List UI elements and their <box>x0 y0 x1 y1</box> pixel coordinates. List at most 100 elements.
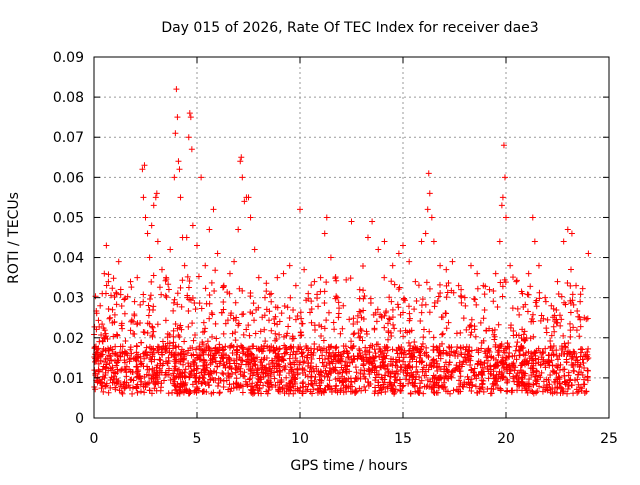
data-point <box>548 332 555 339</box>
data-point <box>232 299 239 306</box>
data-point <box>181 338 188 345</box>
data-point <box>442 310 449 317</box>
data-point <box>299 353 306 360</box>
data-point <box>468 381 475 388</box>
data-point <box>294 385 301 392</box>
data-point <box>463 326 470 333</box>
data-point <box>450 289 457 296</box>
axis-tick-labels: 0 5 10 15 20 25 0 0.01 0.02 0.03 0.04 0.05 0.06 0.07 0… <box>53 50 618 447</box>
data-point <box>356 349 363 356</box>
data-point <box>148 358 155 365</box>
data-point <box>423 352 430 359</box>
data-point <box>360 307 367 314</box>
data-point <box>258 376 265 383</box>
data-point <box>459 383 466 390</box>
data-point <box>272 330 279 337</box>
data-point <box>123 373 130 380</box>
data-point <box>416 389 423 396</box>
data-point <box>533 347 540 354</box>
data-point <box>403 372 410 379</box>
data-point <box>117 286 124 293</box>
data-point <box>571 349 578 356</box>
data-point <box>257 379 264 386</box>
data-point <box>185 284 192 291</box>
data-point <box>430 372 437 379</box>
data-point <box>239 350 246 357</box>
data-point <box>449 258 456 265</box>
data-point <box>297 206 303 213</box>
data-point <box>306 368 313 375</box>
data-point <box>565 339 572 346</box>
data-point <box>266 347 273 354</box>
data-point <box>286 262 293 269</box>
data-point <box>159 338 166 345</box>
data-point <box>228 342 235 349</box>
data-point <box>103 361 110 368</box>
data-point <box>255 274 262 281</box>
data-point <box>233 384 240 391</box>
data-point <box>388 278 395 285</box>
data-point <box>473 301 480 308</box>
data-point <box>430 389 437 396</box>
data-point <box>491 326 498 333</box>
data-point <box>435 293 442 300</box>
data-point <box>579 356 586 363</box>
data-point <box>330 366 337 373</box>
data-point <box>187 114 194 121</box>
data-point <box>154 362 161 369</box>
data-point <box>196 300 203 307</box>
data-point <box>415 282 422 289</box>
data-point <box>177 358 184 365</box>
data-point <box>464 373 471 380</box>
data-point <box>346 368 353 375</box>
data-point <box>244 382 251 389</box>
data-point <box>483 327 490 334</box>
data-point <box>248 356 255 363</box>
data-point <box>150 202 157 209</box>
data-point <box>254 371 261 378</box>
data-point <box>297 309 304 316</box>
data-point <box>327 353 334 360</box>
data-point <box>475 358 482 365</box>
data-point <box>294 348 301 355</box>
data-point <box>522 301 529 308</box>
data-point <box>133 364 140 371</box>
data-point <box>144 363 151 370</box>
x-tick-label: 0 <box>90 431 99 447</box>
data-point <box>400 358 407 365</box>
data-point <box>576 363 583 370</box>
data-point <box>504 378 511 385</box>
data-point <box>219 344 226 351</box>
data-point <box>351 330 358 337</box>
data-point <box>540 356 547 363</box>
data-point <box>137 320 144 327</box>
data-point <box>381 238 388 245</box>
data-point <box>207 368 214 375</box>
data-point <box>205 382 212 389</box>
data-point <box>272 350 279 357</box>
data-point <box>212 320 219 327</box>
data-point <box>405 303 412 310</box>
data-point <box>458 286 465 293</box>
data-point <box>490 386 497 393</box>
data-point <box>131 298 138 305</box>
data-point <box>513 372 520 379</box>
data-point <box>218 309 225 316</box>
data-point <box>289 373 296 380</box>
data-point <box>492 270 499 277</box>
data-point <box>268 298 275 305</box>
x-tick-label: 15 <box>394 431 412 447</box>
data-point <box>428 214 435 221</box>
data-point <box>377 364 384 371</box>
data-point <box>137 353 144 360</box>
data-point <box>406 358 413 365</box>
data-point <box>186 370 193 377</box>
data-point <box>395 304 402 311</box>
data-point <box>220 362 227 369</box>
data-point <box>443 266 450 273</box>
data-point <box>141 162 148 169</box>
data-point <box>331 326 338 333</box>
data-point <box>371 384 378 391</box>
data-point <box>397 328 404 335</box>
data-point <box>564 390 571 397</box>
